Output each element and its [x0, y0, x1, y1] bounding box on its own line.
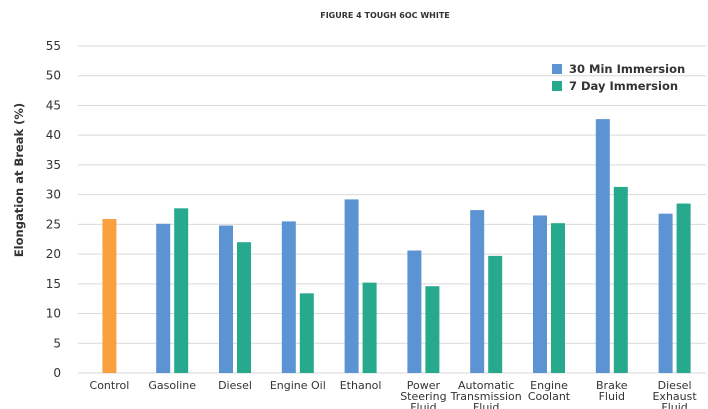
y-tick-label: 20	[46, 247, 61, 261]
x-tick-label: Power Steering Fluid	[400, 379, 446, 409]
legend: 30 Min Immersion 7 Day Immersion	[552, 62, 685, 93]
y-tick-label: 45	[46, 98, 61, 112]
y-tick-label: 15	[46, 277, 61, 291]
legend-label: 7 Day Immersion	[569, 79, 678, 93]
bar-7-day	[299, 293, 314, 373]
bar-7-day	[425, 286, 440, 373]
bar-30-min	[595, 119, 610, 373]
gridlines	[78, 45, 706, 374]
x-tick-label: Engine Oil	[270, 379, 326, 392]
bar-30-min	[470, 210, 485, 373]
y-tick-label: 30	[46, 188, 61, 202]
chart-title: FIGURE 4 TOUGH 6OC WHITE	[320, 11, 450, 20]
y-axis-label: Elongation at Break (%)	[12, 103, 26, 257]
x-tick-label: Diesel Exhaust Fluid	[652, 379, 697, 409]
bar-7-day	[676, 203, 691, 373]
bar-control	[102, 219, 117, 373]
x-tick-label: Diesel	[218, 379, 252, 392]
bar-30-min	[219, 225, 233, 373]
bars	[102, 119, 691, 373]
y-tick-label: 55	[46, 39, 61, 53]
y-tick-label: 10	[46, 307, 61, 321]
x-tick-label: Gasoline	[148, 379, 196, 392]
bar-30-min	[281, 221, 296, 373]
bar-7-day	[488, 255, 503, 373]
x-axis-ticks: Control Gasoline Diesel Engine Oil Ethanol Po…	[90, 379, 698, 409]
y-tick-label: 50	[46, 69, 61, 83]
x-tick-label: Engine Coolant	[528, 379, 571, 403]
x-tick-label: Control	[90, 379, 130, 392]
y-tick-label: 35	[46, 158, 61, 172]
bar-30-min	[344, 199, 359, 373]
bar-30-min	[658, 213, 673, 373]
y-tick-label: 40	[46, 128, 61, 142]
bar-7-day	[362, 282, 377, 373]
bar-30-min	[156, 223, 171, 373]
legend-swatch	[552, 81, 562, 91]
bar-7-day	[613, 186, 628, 373]
bar-30-min	[533, 215, 547, 373]
x-tick-label: Brake Fluid	[596, 379, 628, 403]
bar-7-day	[551, 223, 565, 373]
y-tick-label: 25	[46, 217, 61, 231]
legend-swatch	[552, 64, 562, 74]
bar-7-day	[237, 242, 251, 373]
y-axis-ticks: 0 5 10 15 20 25 30 35 40 45 50 55	[46, 39, 61, 380]
x-tick-label: Automatic Transmission Fluid	[450, 379, 522, 409]
y-tick-label: 5	[53, 336, 61, 350]
x-tick-label: Ethanol	[340, 379, 382, 392]
bar-30-min	[407, 250, 422, 373]
y-tick-label: 0	[53, 366, 61, 380]
bar-7-day	[174, 208, 189, 373]
legend-label: 30 Min Immersion	[569, 62, 685, 76]
